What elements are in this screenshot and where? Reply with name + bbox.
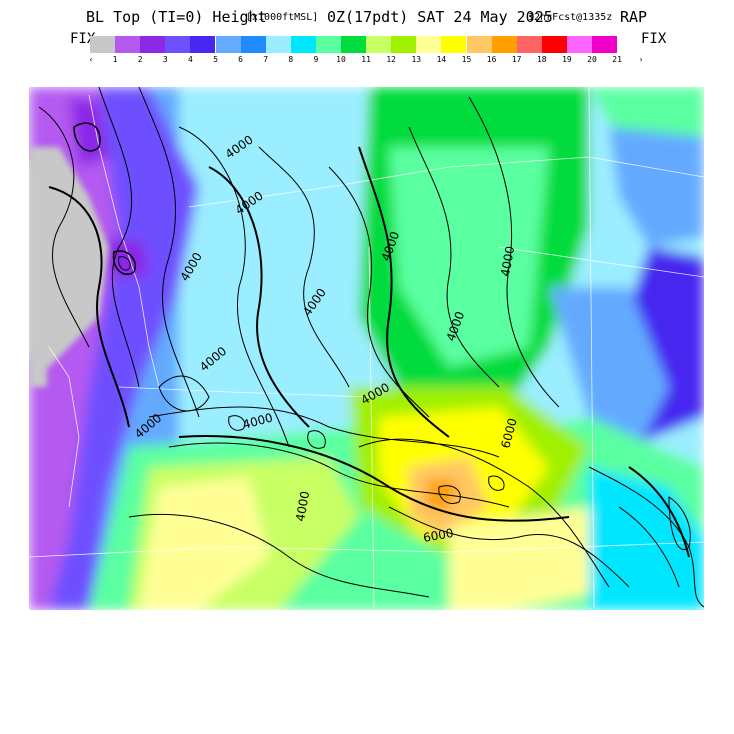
contour-label: 4000 — [293, 490, 312, 523]
legend-tick-label: 9 — [313, 55, 319, 64]
color-legend — [90, 36, 617, 54]
legend-swatch — [416, 36, 442, 53]
legend-swatch — [190, 36, 216, 53]
legend-arrow-right: › — [638, 55, 644, 64]
legend-tick-label: 1 — [112, 55, 118, 64]
legend-tick-label: 11 — [361, 55, 371, 64]
legend-tick-label: 14 — [436, 55, 447, 64]
legend-arrow-left: ‹ — [88, 55, 94, 64]
legend-tick-label: 16 — [486, 55, 497, 64]
legend-tick-label: 18 — [536, 55, 547, 64]
legend-swatch — [441, 36, 467, 53]
legend-tick-label: 13 — [411, 55, 422, 64]
legend-swatch — [516, 36, 542, 53]
legend-tick-label: 4 — [187, 55, 193, 64]
contour-lines — [38, 87, 704, 608]
title-valid-time: 0Z(17pdt) SAT 24 May 2025 — [327, 8, 553, 26]
legend-tick-label: 6 — [238, 55, 243, 64]
grey-terrain — [29, 147, 109, 387]
legend-swatch — [491, 36, 517, 53]
legend-swatch — [566, 36, 592, 53]
legend-tick-label: 19 — [562, 55, 572, 64]
legend-swatch — [391, 36, 417, 53]
legend-swatch — [366, 36, 392, 53]
legend-tick-label: 20 — [587, 55, 597, 64]
legend-swatch — [341, 36, 366, 53]
title-model: RAP — [620, 8, 648, 26]
legend-tick-label: 12 — [386, 55, 396, 64]
chart-title: BL Top (TI=0) Height [x1000ftMSL] 0Z(17p… — [0, 8, 734, 30]
legend-tick-label: 2 — [137, 55, 143, 64]
legend-swatch — [90, 36, 115, 53]
legend-tick-label: 10 — [336, 55, 346, 64]
legend-swatch — [290, 36, 316, 53]
title-forecast: 12hrFcst@1335z — [528, 12, 613, 23]
legend-swatch — [140, 36, 166, 53]
legend-tick-label: 8 — [288, 55, 294, 64]
legend-tick-label: 3 — [162, 55, 168, 64]
legend-swatch — [541, 36, 567, 53]
legend-swatch — [315, 36, 341, 53]
legend-fix-right: FIX — [641, 31, 667, 47]
legend-swatch — [265, 36, 291, 53]
contour-label: 6000 — [422, 526, 455, 545]
field-fill — [29, 87, 704, 610]
thick-contour-lines — [48, 146, 690, 558]
legend-tick-label: 5 — [213, 55, 218, 64]
title-units: [x1000ftMSL] — [246, 12, 319, 23]
state-boundaries — [29, 87, 704, 608]
contour-label: 4000 — [498, 245, 517, 278]
legend-swatch — [115, 36, 141, 53]
legend-fix-left: FIX — [70, 31, 96, 47]
legend-swatch — [215, 36, 241, 53]
title-field: BL Top (TI=0) Height — [86, 8, 267, 26]
legend-tick-label: 15 — [461, 55, 472, 64]
legend-swatch — [240, 36, 266, 53]
legend-swatch — [466, 36, 492, 53]
legend-tick-label: 21 — [612, 55, 622, 64]
legend-swatch — [592, 36, 617, 53]
legend-tick-label: 17 — [511, 55, 522, 64]
legend-swatch — [165, 36, 191, 53]
legend-tick-label: 7 — [263, 55, 269, 64]
